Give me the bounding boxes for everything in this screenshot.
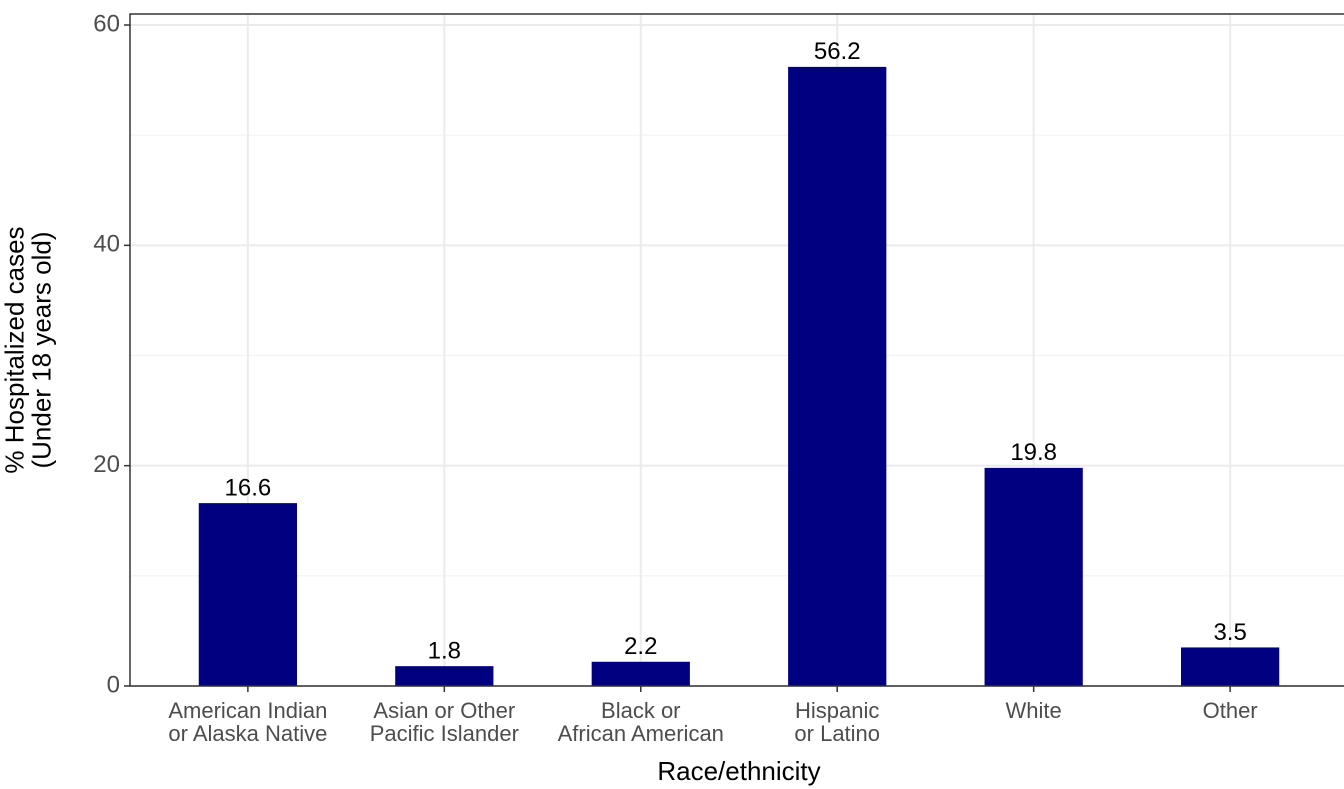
x-tick-label: Black or African American [558,698,724,746]
value-label: 1.8 [428,638,461,665]
bar [788,66,887,687]
value-label: 56.2 [814,38,861,65]
x-axis-title: Race/ethnicity [657,756,820,786]
value-label: 2.2 [624,633,657,660]
value-label: 3.5 [1213,619,1246,646]
y-tick-label: 0 [107,671,120,698]
bar [198,503,297,686]
y-tick-label: 60 [93,10,120,37]
value-label: 19.8 [1010,439,1057,466]
panel-border [129,13,1344,687]
bar [1181,647,1280,686]
y-tick-label: 20 [93,451,120,478]
bar [395,666,494,686]
x-tick-label: Other [1203,698,1258,723]
x-tick-label: Hispanic or Latino [794,698,880,746]
x-tick-label: American Indian or Alaska Native [168,698,327,746]
bar [591,661,690,686]
x-tick-label: Asian or Other Pacific Islander [370,698,519,746]
value-label: 16.6 [225,474,272,501]
y-axis-title: % Hospitalized cases(Under 18 years old) [0,226,57,473]
x-tick-label: White [1006,698,1062,723]
y-tick-label: 40 [93,231,120,258]
bar [984,467,1083,686]
